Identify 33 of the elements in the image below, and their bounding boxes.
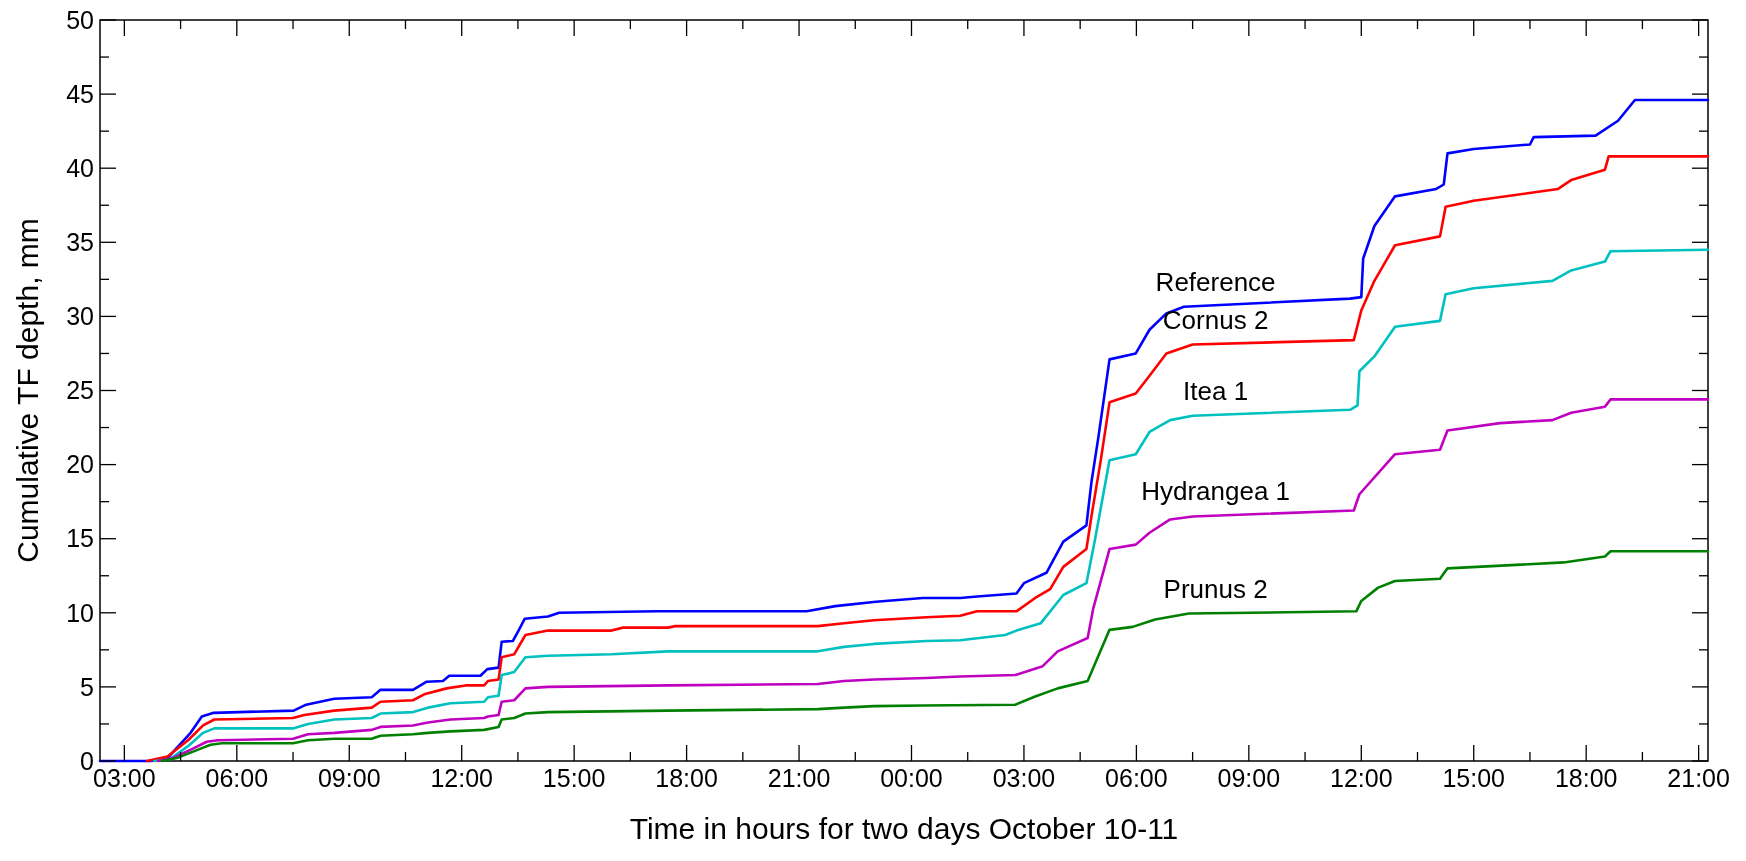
x-tick-label: 03:00 bbox=[93, 764, 156, 792]
y-tick-label: 20 bbox=[66, 450, 94, 479]
series-label: Hydrangea 1 bbox=[1141, 476, 1291, 507]
y-axis-title: Cumulative TF depth, mm bbox=[11, 218, 44, 563]
x-tick-label: 15:00 bbox=[1442, 764, 1506, 792]
series-label: Prunus 2 bbox=[1163, 573, 1268, 604]
x-tick-label: 09:00 bbox=[1217, 764, 1281, 792]
y-tick-label: 40 bbox=[66, 153, 94, 182]
y-tick-label: 50 bbox=[66, 5, 94, 34]
y-tick-label: 5 bbox=[80, 672, 94, 701]
x-tick-label: 18:00 bbox=[1554, 764, 1618, 792]
series-label: Cornus 2 bbox=[1162, 304, 1269, 335]
x-tick-label: 06:00 bbox=[1105, 764, 1168, 792]
y-tick-label: 0 bbox=[80, 746, 94, 775]
x-tick-label: 21:00 bbox=[1667, 764, 1730, 792]
series-label: Reference bbox=[1155, 266, 1276, 297]
y-tick-label: 30 bbox=[66, 302, 94, 331]
x-tick-label: 21:00 bbox=[767, 764, 831, 792]
y-tick-label: 45 bbox=[66, 79, 94, 108]
x-tick-label: 15:00 bbox=[542, 764, 606, 792]
x-tick-label: 12:00 bbox=[430, 764, 493, 792]
x-tick-label: 03:00 bbox=[992, 764, 1056, 792]
x-tick-label: 12:00 bbox=[1330, 764, 1393, 792]
series-label: Itea 1 bbox=[1183, 375, 1249, 406]
x-tick-label: 00:00 bbox=[880, 764, 943, 792]
y-tick-label: 25 bbox=[66, 376, 94, 405]
x-tick-label: 09:00 bbox=[317, 764, 381, 792]
x-axis-title: Time in hours for two days October 10-11 bbox=[629, 812, 1179, 845]
y-tick-label: 15 bbox=[66, 524, 94, 553]
y-tick-label: 35 bbox=[66, 228, 94, 257]
x-tick-label: 06:00 bbox=[205, 764, 269, 792]
x-tick-label: 18:00 bbox=[655, 764, 718, 792]
y-tick-label: 10 bbox=[66, 598, 94, 627]
